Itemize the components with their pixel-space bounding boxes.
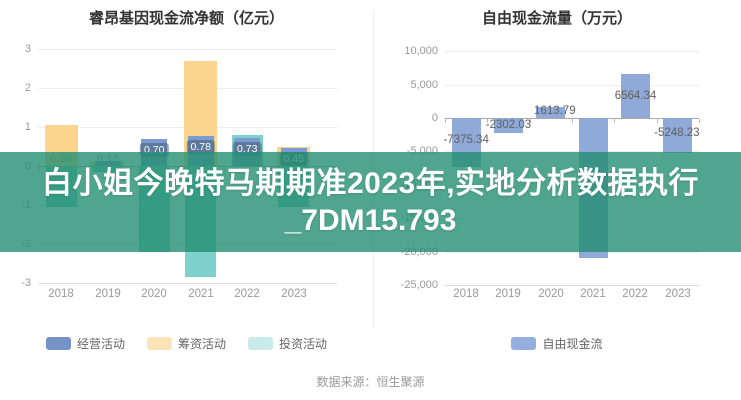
x-axis-label: 2020	[538, 288, 564, 300]
bar-2023-free-cash-flow	[663, 118, 692, 153]
legend-label: 筹资活动	[177, 336, 226, 351]
right-chart-legend: 自由现金流	[373, 334, 741, 352]
legend-swatch	[248, 336, 273, 350]
axis-tick	[699, 119, 700, 123]
x-axis-label: 2018	[453, 288, 479, 300]
legend-label: 自由现金流	[542, 336, 603, 351]
gridline	[445, 51, 699, 52]
axis-tick	[572, 119, 573, 123]
gridline	[445, 118, 699, 119]
gridline	[445, 252, 699, 253]
y-axis-label: 0	[431, 112, 438, 124]
watermark-line2: _7DM15.793	[284, 204, 457, 237]
bar-2019-free-cash-flow	[494, 118, 523, 133]
axis-tick	[614, 119, 615, 123]
axis-tick	[657, 119, 658, 123]
gridline	[38, 49, 337, 50]
legend-label: 经营活动	[76, 336, 125, 351]
gridline	[445, 285, 699, 286]
legend-label: 投资活动	[279, 336, 328, 351]
y-axis-label: 1	[24, 121, 31, 133]
x-axis-label: 2020	[141, 288, 167, 300]
x-axis-label: 2021	[188, 288, 214, 300]
x-axis-label: 2019	[495, 288, 521, 300]
bar-value-label: -5248.23	[654, 127, 700, 139]
y-axis-label: -3	[21, 277, 31, 289]
legend-swatch	[45, 336, 71, 350]
x-axis-label: 2023	[665, 288, 691, 300]
data-source-label: 数据来源：恒生聚源	[316, 375, 425, 389]
bar-2022-free-cash-flow	[621, 74, 650, 119]
legend-item-筹资活动[interactable]: 筹资活动	[146, 335, 226, 352]
bar-value-label: 6564.34	[614, 90, 657, 102]
watermark-line1: 白小姐今晚特马期期准2023年,实地分析数据执行	[41, 166, 700, 200]
axis-tick	[445, 119, 446, 123]
y-axis-label: 2	[24, 82, 31, 94]
x-axis-label: 2019	[95, 288, 121, 300]
gridline	[38, 283, 337, 284]
bar-2020-free-cash-flow	[536, 107, 565, 119]
gridline	[445, 151, 699, 152]
x-axis-label: 2022	[234, 288, 260, 300]
bar-value-label: -7375.34	[443, 134, 489, 146]
legend-item-经营活动[interactable]: 经营活动	[45, 335, 125, 352]
y-axis-label: 10,000	[404, 45, 438, 57]
watermark-overlay: 白小姐今晚特马期期准2023年,实地分析数据执行 _7DM15.793	[0, 152, 741, 252]
x-axis-label: 2023	[281, 288, 307, 300]
bar-value-badge: 0.78	[186, 140, 215, 154]
axis-tick	[487, 119, 488, 123]
bar-value-label: -2302.03	[485, 119, 532, 131]
y-axis-label: 5,000	[410, 79, 438, 91]
x-axis-label: 2022	[622, 288, 648, 300]
left-chart-legend: 经营活动 筹资活动 投资活动	[0, 334, 373, 352]
legend-item-投资活动[interactable]: 投资活动	[248, 335, 327, 352]
left-chart-title: 睿昂基因现金流净额（亿元）	[88, 10, 284, 27]
axis-tick	[530, 119, 531, 123]
legend-swatch	[511, 336, 537, 350]
legend-item-自由现金流[interactable]: 自由现金流	[511, 335, 603, 352]
right-chart-title: 自由现金流量（万元）	[481, 10, 632, 27]
gridline	[445, 85, 699, 86]
y-axis-label: -25,000	[400, 279, 438, 291]
x-axis-label: 2021	[580, 288, 606, 300]
legend-swatch	[146, 336, 172, 350]
y-axis-label: 3	[24, 43, 31, 55]
bar-value-label: 1613.79	[534, 105, 576, 117]
x-axis-label: 2018	[48, 288, 74, 300]
